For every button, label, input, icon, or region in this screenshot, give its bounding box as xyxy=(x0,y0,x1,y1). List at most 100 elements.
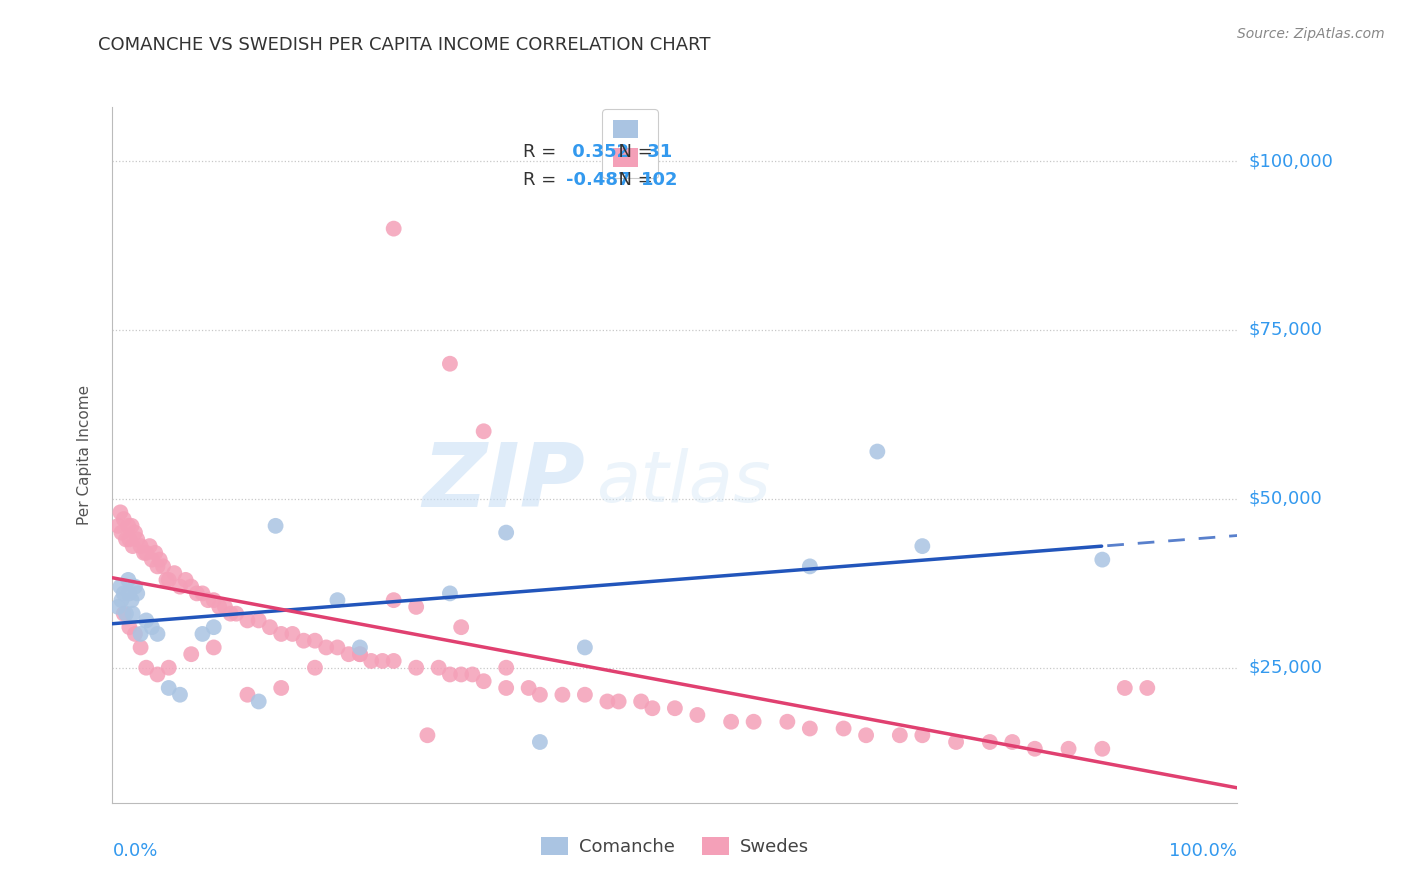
Point xyxy=(146,667,169,681)
Point xyxy=(152,559,174,574)
Point xyxy=(472,674,495,689)
Point xyxy=(889,728,911,742)
Point xyxy=(121,539,143,553)
Point xyxy=(866,444,889,458)
Point xyxy=(157,661,180,675)
Point xyxy=(596,694,619,708)
Point xyxy=(129,640,152,655)
Point xyxy=(517,681,540,695)
Point xyxy=(174,573,197,587)
Point xyxy=(138,539,160,553)
Point xyxy=(382,654,405,668)
Point xyxy=(529,735,551,749)
Point xyxy=(315,640,337,655)
Point xyxy=(911,728,934,742)
Point xyxy=(979,735,1001,749)
Point xyxy=(495,681,517,695)
Point xyxy=(236,688,259,702)
Point xyxy=(132,546,155,560)
Point xyxy=(146,559,169,574)
Point xyxy=(157,681,180,695)
Point xyxy=(281,627,304,641)
Point xyxy=(439,667,461,681)
Text: 0.0%: 0.0% xyxy=(112,842,157,860)
Point xyxy=(427,661,450,675)
Point xyxy=(117,573,139,587)
Point xyxy=(121,593,143,607)
Point xyxy=(110,525,132,540)
Point xyxy=(371,654,394,668)
Point xyxy=(529,688,551,702)
Point xyxy=(551,688,574,702)
Point xyxy=(607,694,630,708)
Text: Source: ZipAtlas.com: Source: ZipAtlas.com xyxy=(1237,27,1385,41)
Point xyxy=(141,620,163,634)
Point xyxy=(124,580,146,594)
Point xyxy=(117,519,139,533)
Point xyxy=(118,586,141,600)
Point xyxy=(337,647,360,661)
Point xyxy=(270,627,292,641)
Point xyxy=(110,505,132,519)
Point xyxy=(416,728,439,742)
Point xyxy=(1024,741,1046,756)
Point xyxy=(208,599,231,614)
Point xyxy=(911,539,934,553)
Point xyxy=(264,519,287,533)
Point xyxy=(799,559,821,574)
Point xyxy=(326,640,349,655)
Point xyxy=(107,519,129,533)
Point xyxy=(202,640,225,655)
Point xyxy=(135,614,157,628)
Point xyxy=(832,722,855,736)
Point xyxy=(574,688,596,702)
Point xyxy=(236,614,259,628)
Point xyxy=(110,580,132,594)
Point xyxy=(450,667,472,681)
Point xyxy=(439,357,461,371)
Point xyxy=(110,593,132,607)
Point xyxy=(197,593,219,607)
Text: 0.352: 0.352 xyxy=(565,144,628,161)
Text: $25,000: $25,000 xyxy=(1249,658,1323,677)
Point xyxy=(349,640,371,655)
Point xyxy=(1057,741,1080,756)
Point xyxy=(686,708,709,723)
Point xyxy=(115,607,138,621)
Point xyxy=(124,627,146,641)
Point xyxy=(405,661,427,675)
Point xyxy=(742,714,765,729)
Point xyxy=(169,580,191,594)
Point xyxy=(155,573,177,587)
Point xyxy=(112,607,135,621)
Point xyxy=(124,525,146,540)
Point xyxy=(382,221,405,235)
Point xyxy=(349,647,371,661)
Point xyxy=(135,546,157,560)
Point xyxy=(121,519,143,533)
Point xyxy=(495,661,517,675)
Point xyxy=(191,627,214,641)
Point xyxy=(118,620,141,634)
Text: 100.0%: 100.0% xyxy=(1170,842,1237,860)
Text: R =: R = xyxy=(523,171,562,189)
Point xyxy=(1091,741,1114,756)
Text: $50,000: $50,000 xyxy=(1249,490,1322,508)
Text: N =: N = xyxy=(607,171,659,189)
Text: R =: R = xyxy=(523,144,562,161)
Point xyxy=(135,661,157,675)
Point xyxy=(127,586,149,600)
Point xyxy=(472,424,495,438)
Point xyxy=(107,599,129,614)
Text: COMANCHE VS SWEDISH PER CAPITA INCOME CORRELATION CHART: COMANCHE VS SWEDISH PER CAPITA INCOME CO… xyxy=(98,36,711,54)
Point xyxy=(202,593,225,607)
Point xyxy=(304,661,326,675)
Text: -0.487: -0.487 xyxy=(565,171,630,189)
Point xyxy=(776,714,799,729)
Point xyxy=(641,701,664,715)
Text: 31: 31 xyxy=(641,144,672,161)
Point xyxy=(129,627,152,641)
Y-axis label: Per Capita Income: Per Capita Income xyxy=(77,384,91,525)
Point xyxy=(405,599,427,614)
Point xyxy=(129,539,152,553)
